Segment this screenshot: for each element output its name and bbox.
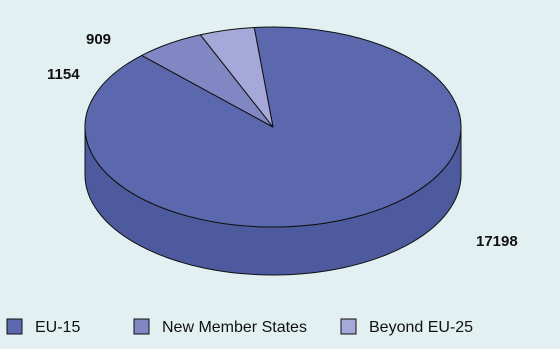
- legend: EU-15 New Member States Beyond EU-25: [6, 318, 473, 336]
- data-label-beyond-eu-25: 909: [86, 31, 111, 48]
- pie-data-labels: 17198 1154 909: [47, 31, 518, 250]
- legend-swatch-beyond-eu-25: [340, 318, 357, 335]
- pie-slice-beyond-eu-25: [199, 26, 274, 128]
- legend-swatch-new-member-states: [133, 318, 150, 335]
- legend-label-eu-15: EU-15: [35, 319, 80, 336]
- legend-label-new-member-states: New Member States: [162, 319, 307, 336]
- data-label-new-member-states: 1154: [47, 66, 80, 83]
- legend-label-beyond-eu-25: Beyond EU-25: [369, 319, 473, 336]
- data-label-eu-15: 17198: [476, 233, 518, 250]
- legend-swatch-eu-15: [6, 318, 23, 335]
- pie-top-slices: [84, 26, 462, 228]
